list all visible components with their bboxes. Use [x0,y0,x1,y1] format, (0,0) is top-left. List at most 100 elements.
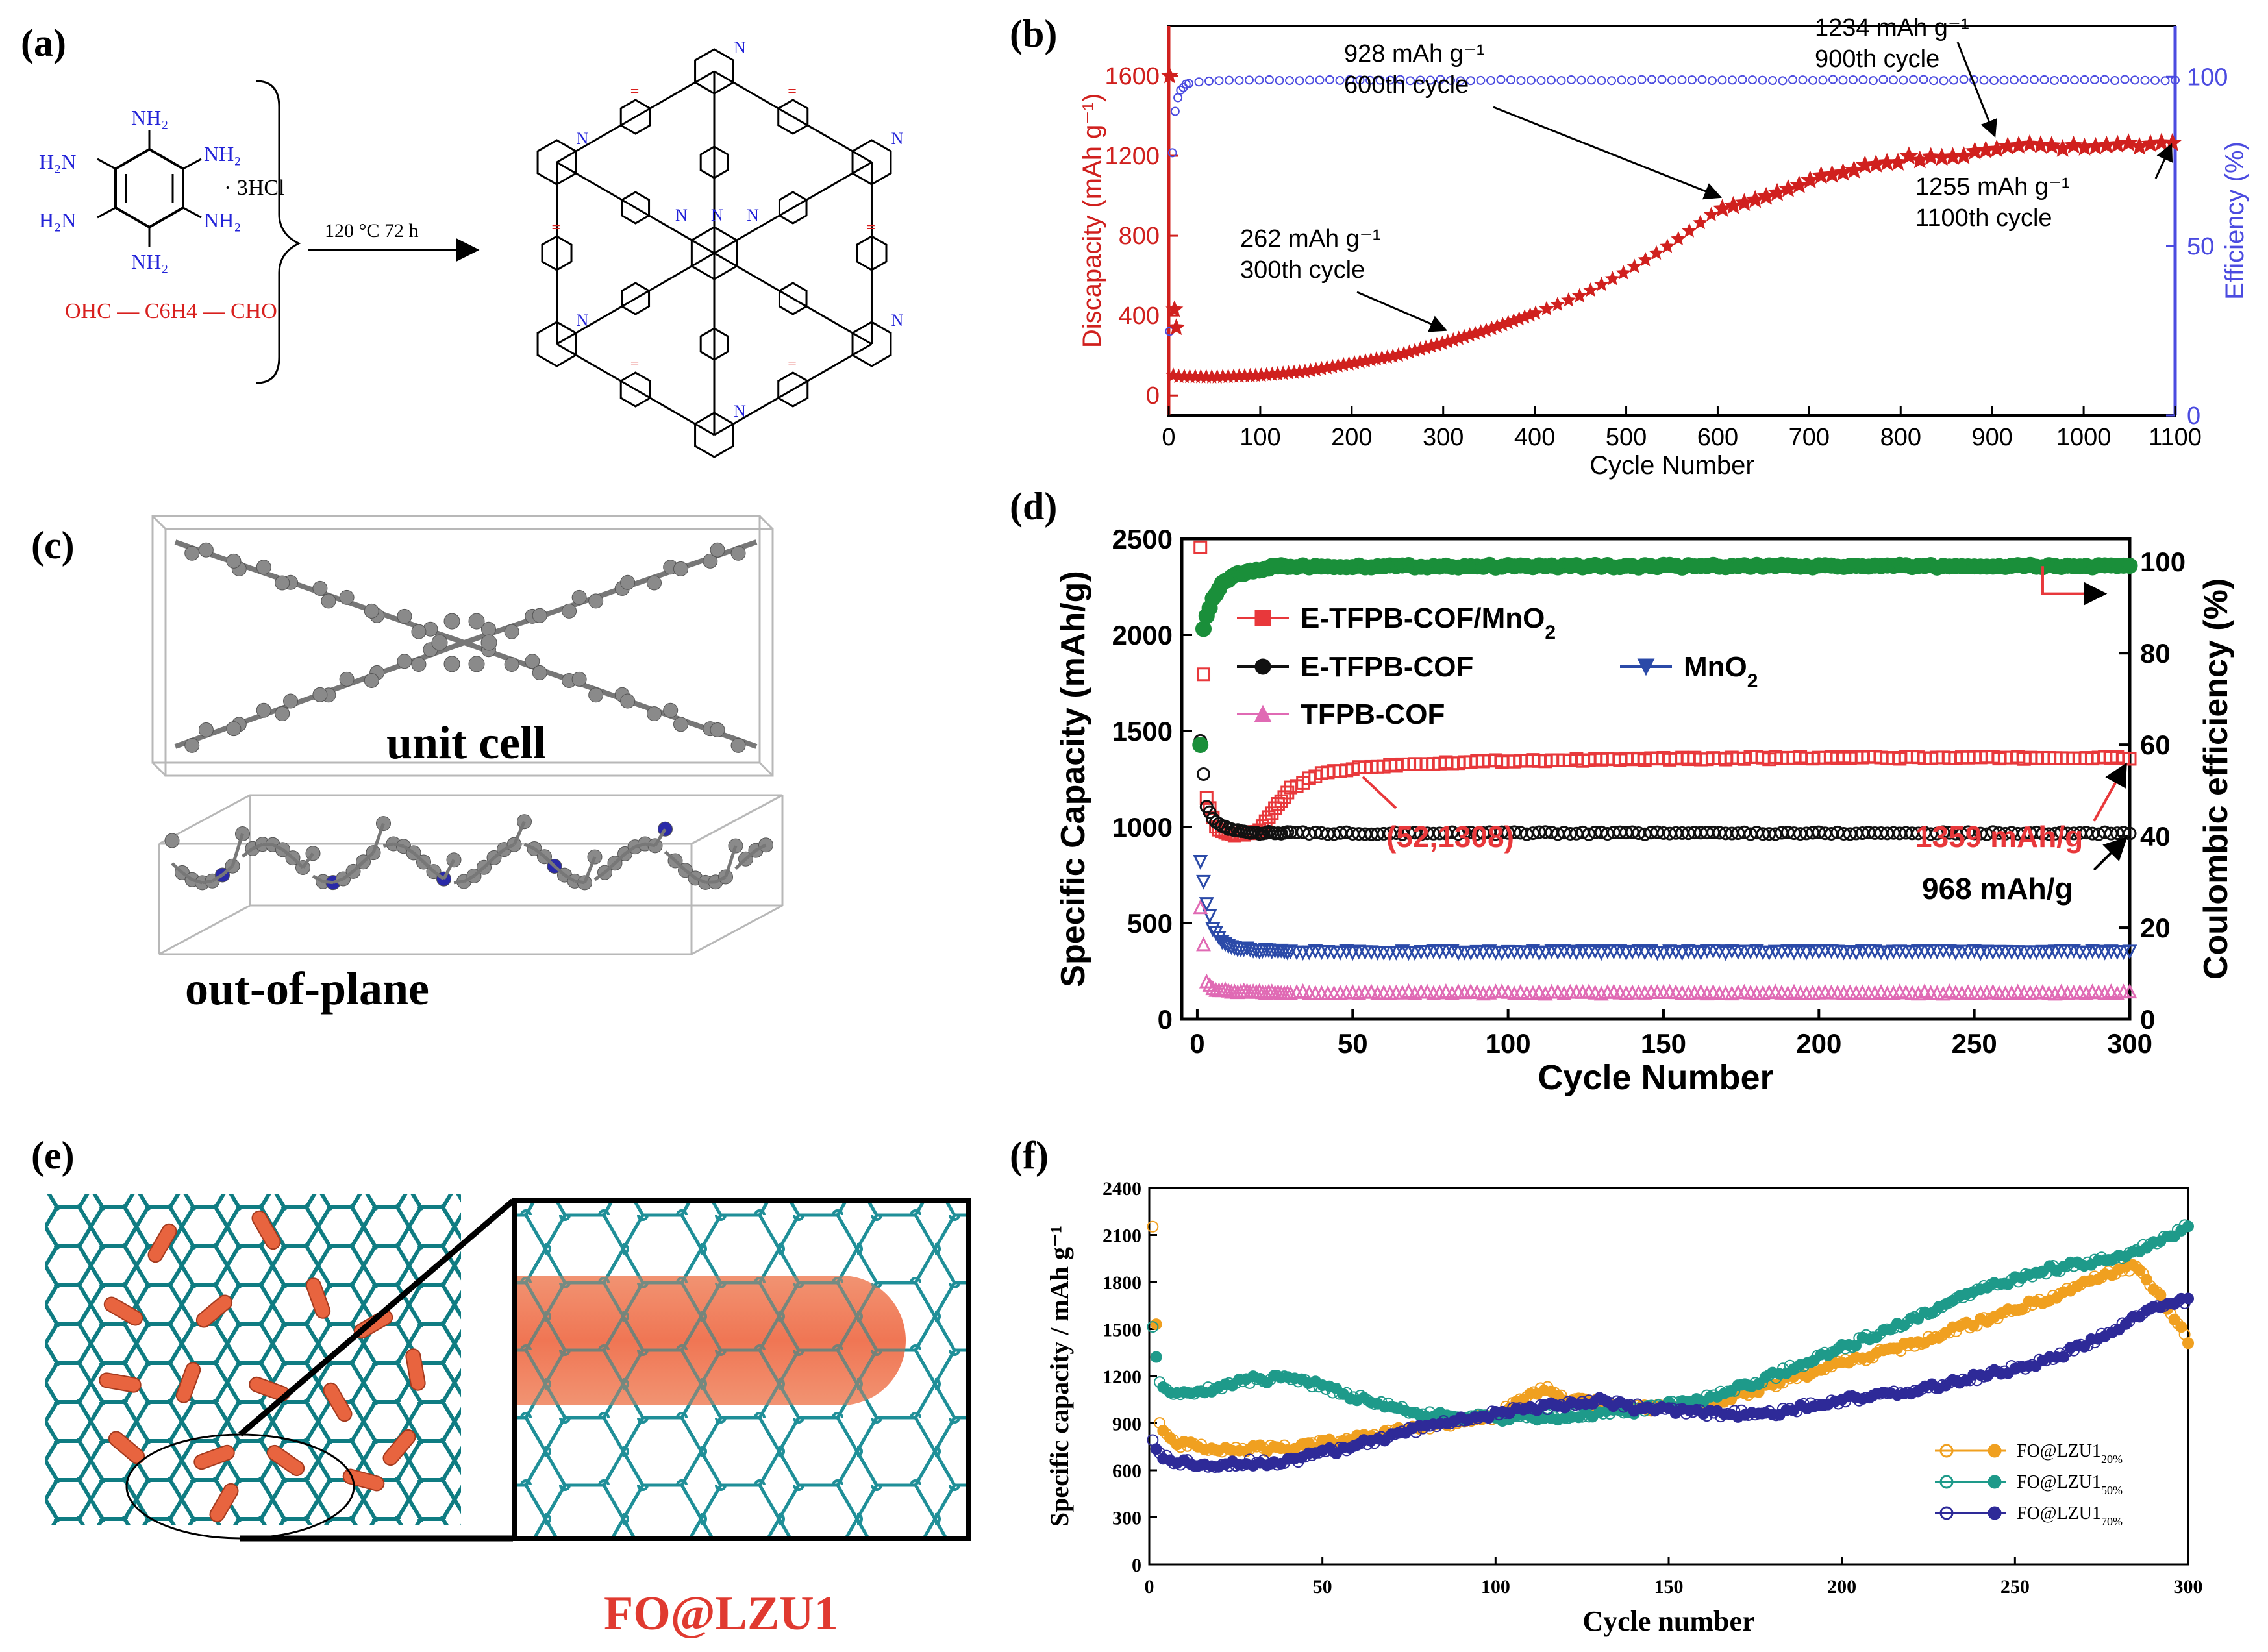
data-point-e-tfpb-cof-mno2 [2123,752,2137,766]
annotation-arrow-b [1356,291,1448,332]
capacity-point-b [1954,146,1974,164]
data-point-e-tfpb-cof [1924,827,1938,841]
efficiency-point-b [1567,75,1576,84]
efficiency-point-b [1234,75,1244,85]
y-axis-title-d: Specific Capacity (mAh/g) [1054,571,1092,987]
x-tick-label-f: 0 [1145,1576,1154,1597]
svg-text:NH₂: NH₂ [131,106,168,129]
data-point-coulombic-efficiency [1192,736,1209,753]
data-point-e-tfpb-cof [1582,827,1596,841]
cof-network-structure: N = N = N = N = N = N = N N N [536,38,903,458]
data-point-mno2 [1332,946,1348,961]
data-point-mno2 [1519,945,1534,961]
panel-b-chart: (b) 0 100 200 300 400 500 600 700 800 900 1000 1100… [1010,12,2249,480]
efficiency-point-b [1959,75,1969,84]
data-point-e-tfpb-cof [1625,825,1639,839]
data-point-tfpb-cof [1438,983,1454,998]
capacity-point-b [1801,170,1820,189]
capacity-point-b [1703,206,1719,221]
guest-rod [193,1444,235,1470]
svg-text:H₂N: H₂N [39,150,76,173]
efficiency-point-b [2150,75,2160,85]
data-point-coulombic-efficiency [2121,558,2138,574]
x-tick-label-b: 500 [1606,424,1647,451]
y-tick-label-f: 1800 [1103,1272,1141,1294]
guest-rod [382,1429,416,1466]
svg-text:=: = [630,83,640,100]
efficiency-point-b [1395,75,1405,84]
efficiency-point-b [1617,75,1626,85]
x-tick-label-f: 300 [2174,1576,2203,1597]
data-point-tfpb-cof [2103,983,2119,999]
x-tick-label-b: 300 [1423,424,1464,451]
efficiency-point-b [1167,148,1177,158]
data-point-tfpb-cof [1295,983,1311,998]
efficiency-point-b [1929,76,1938,86]
efficiency-point-b [1728,75,1737,85]
data-point-tfpb-cof [1252,983,1267,998]
x-tick-label-b: 700 [1789,424,1830,451]
efficiency-point-b [2130,75,2139,85]
capacity-point-b [1571,288,1588,302]
svg-text:N: N [577,129,589,148]
panel-label-d: (d) [1010,485,1057,528]
x-tick-label-d: 100 [1486,1028,1531,1059]
capacity-point-b [1160,66,1179,84]
capacity-point-b [1682,223,1697,238]
efficiency-point-b [1677,75,1687,85]
y-axis-title-f: Specific capacity / mAh g⁻¹ [1045,1226,1074,1527]
x-tick-label-b: 1000 [2056,424,2112,451]
guest-rod [266,1444,305,1477]
svg-text:=: = [866,219,875,236]
efficiency-point-b [1214,76,1224,86]
efficiency-point-b [2120,75,2130,84]
efficiency-point-b [1426,75,1435,85]
data-point-e-tfpb-cof [1197,767,1211,781]
efficiency-point-b [1415,75,1425,85]
data-point-tfpb-cof [1196,936,1211,952]
y-tick-label-d: 1000 [1112,812,1173,843]
efficiency-point-b [2090,75,2099,84]
capacity-point-b [2020,134,2039,153]
efficiency-point-b [1254,75,1264,85]
data-point-mno2 [1786,945,1802,961]
annotation-b: 900th cycle [1815,45,1939,73]
capacity-point-b [1649,245,1664,260]
x-tick-label-f: 150 [1654,1576,1684,1597]
capacity-point-b [1671,230,1686,246]
annotation-b: 600th cycle [1344,71,1469,99]
annotation-b: 1255 mAh g⁻¹ [1915,173,2070,201]
svg-text:N: N [675,206,688,225]
svg-text:NH₂: NH₂ [131,250,168,273]
fo-lzu1-caption: FO@LZU1 [604,1587,838,1640]
svg-text:H₂N: H₂N [39,208,76,232]
guest-rod [251,1210,281,1250]
data-point-e-tfpb-cof [1507,825,1521,839]
annotation-arrow-d [1362,776,1397,809]
efficiency-point-b [2030,75,2039,84]
y-tick-label-d: 2500 [1112,524,1173,554]
brace [256,80,301,384]
y-tick-label-f: 1500 [1103,1320,1141,1341]
data-point-mno2 [1205,922,1221,937]
data-point-tfpb-cof [1364,983,1379,999]
data-point-fo-lzu1-20pct [1147,1220,1159,1233]
data-point-fo-lzu1-20pct [1150,1318,1162,1331]
data-point-mno2 [1569,946,1584,961]
efficiency-point-b [1506,75,1515,85]
capacity-point-b [2119,133,2138,151]
annotation-b: 262 mAh g⁻¹ [1240,225,1381,253]
legend-marker-d [1254,658,1271,675]
efficiency-point-b [1597,76,1606,86]
efficiency-point-b [1386,75,1395,85]
data-point-e-tfpb-cof [1519,827,1534,841]
y-tick-label-f: 900 [1112,1414,1141,1435]
panel-c-structure: (c) unit cell out-of-plane [31,515,784,1015]
capacity-point-b [1626,258,1642,273]
data-point-fo-lzu1-50pct [2182,1220,2194,1233]
efficiency-point-b [1758,75,1767,85]
data-point-e-tfpb-cof-mno2 [1193,540,1208,554]
svg-text:N: N [891,129,903,148]
conditions-label: 120 °C 72 h [325,220,419,241]
capacity-point-b [1539,301,1554,315]
